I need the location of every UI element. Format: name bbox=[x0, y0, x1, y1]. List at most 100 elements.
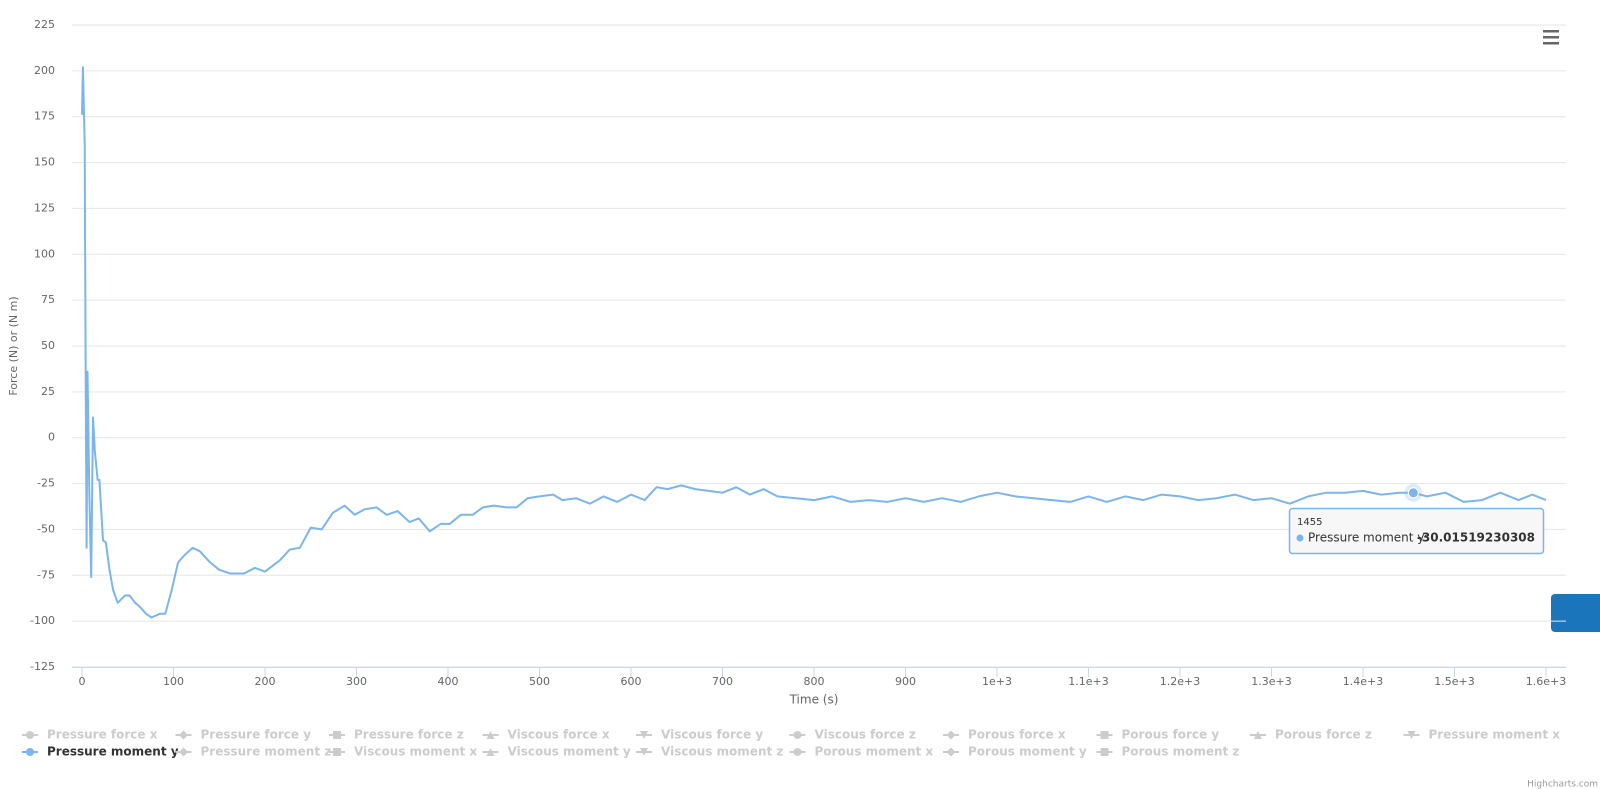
legend-item[interactable]: Viscous moment y bbox=[482, 745, 631, 759]
x-tick-label: 1.2e+3 bbox=[1160, 675, 1200, 688]
legend-label: Porous force z bbox=[1275, 728, 1372, 742]
legend-item[interactable]: Viscous force y bbox=[636, 728, 763, 742]
y-tick-label: 225 bbox=[34, 18, 55, 31]
legend-item[interactable]: Pressure moment x bbox=[1403, 728, 1561, 742]
legend-label: Viscous force y bbox=[661, 728, 763, 742]
legend-item[interactable]: Viscous force x bbox=[482, 728, 610, 742]
y-tick-label: 0 bbox=[48, 431, 55, 444]
legend-item[interactable]: Porous force z bbox=[1250, 728, 1372, 742]
credits[interactable]: Highcharts.com bbox=[1527, 780, 1598, 789]
legend-item[interactable]: Pressure force x bbox=[22, 728, 158, 742]
x-tick-label: 200 bbox=[255, 675, 276, 688]
legend-symbol bbox=[26, 748, 34, 756]
legend-label: Pressure moment z bbox=[201, 745, 332, 759]
x-tick-label: 500 bbox=[529, 675, 550, 688]
legend-label: Viscous force x bbox=[508, 728, 610, 742]
x-tick-label: 100 bbox=[163, 675, 184, 688]
y-tick-label: -25 bbox=[37, 477, 55, 490]
tooltip-label: Pressure moment y: bbox=[1308, 531, 1428, 545]
legend-label: Porous moment y bbox=[968, 745, 1087, 759]
legend-item[interactable]: Porous force y bbox=[1096, 728, 1220, 742]
tooltip-box bbox=[1288, 507, 1545, 555]
tooltip-header: 1455 bbox=[1297, 517, 1322, 528]
x-tick-label: 700 bbox=[712, 675, 733, 688]
x-tick-label: 300 bbox=[346, 675, 367, 688]
legend-label: Viscous force z bbox=[815, 728, 916, 742]
legend-symbol bbox=[793, 748, 802, 756]
legend-symbol bbox=[946, 747, 956, 757]
x-tick-label: 1e+3 bbox=[982, 675, 1012, 688]
legend-label: Viscous moment y bbox=[508, 745, 631, 759]
x-tick-label: 1.5e+3 bbox=[1434, 675, 1474, 688]
legend-symbol bbox=[1407, 731, 1416, 739]
legend-label: Porous moment z bbox=[1122, 745, 1240, 759]
x-tick-label: 1.1e+3 bbox=[1068, 675, 1108, 688]
legend-symbol bbox=[946, 730, 956, 740]
legend-item[interactable]: Porous moment y bbox=[943, 745, 1087, 759]
legend-symbol bbox=[486, 748, 495, 756]
legend-symbol bbox=[333, 731, 341, 739]
x-tick-label: 1.3e+3 bbox=[1251, 675, 1291, 688]
legend-symbol bbox=[1100, 748, 1109, 756]
y-tick-label: 50 bbox=[41, 339, 55, 352]
feedback-tab[interactable] bbox=[1551, 594, 1600, 632]
y-tick-label: -75 bbox=[37, 568, 55, 581]
y-tick-label: -100 bbox=[30, 614, 55, 627]
y-tick-label: 150 bbox=[34, 156, 55, 169]
legend-label: Porous moment x bbox=[815, 745, 934, 759]
legend-item[interactable]: Pressure moment y bbox=[22, 745, 179, 759]
menu-bar bbox=[1543, 36, 1559, 39]
y-axis-title: Force (N) or (N m) bbox=[7, 296, 20, 395]
tooltip-value: -30.01519230308 bbox=[1417, 531, 1535, 545]
menu-bar bbox=[1543, 42, 1559, 45]
legend-item[interactable]: Porous moment x bbox=[789, 745, 934, 759]
legend-label: Viscous moment x bbox=[354, 745, 477, 759]
legend-symbol bbox=[486, 731, 495, 739]
legend-item[interactable]: Viscous moment x bbox=[329, 745, 477, 759]
legend-item[interactable]: Pressure force y bbox=[175, 728, 312, 742]
legend-symbol bbox=[333, 748, 341, 756]
x-tick-label: 600 bbox=[621, 675, 642, 688]
tooltip-dot bbox=[1296, 534, 1304, 542]
legend-label: Pressure moment x bbox=[1429, 728, 1561, 742]
x-axis-title: Time (s) bbox=[789, 693, 839, 707]
series-line bbox=[81, 66, 1547, 619]
x-tick-label: 400 bbox=[438, 675, 459, 688]
legend-symbol bbox=[1254, 731, 1262, 739]
menu-bar bbox=[1543, 30, 1559, 33]
y-tick-label: -125 bbox=[30, 660, 55, 673]
legend-label: Pressure moment y bbox=[47, 745, 179, 759]
legend-item[interactable]: Pressure force z bbox=[329, 728, 464, 742]
legend-item[interactable]: Porous force x bbox=[943, 728, 1066, 742]
x-tick-label: 800 bbox=[804, 675, 825, 688]
legend-item[interactable]: Viscous moment z bbox=[636, 745, 783, 759]
legend-item[interactable]: Viscous force z bbox=[789, 728, 916, 742]
legend-item[interactable]: Pressure moment z bbox=[175, 745, 332, 759]
hover-marker bbox=[1407, 487, 1419, 499]
tooltip: 1455 Pressure moment y:-30.01519230308 bbox=[1288, 507, 1545, 555]
x-tick-label: 900 bbox=[895, 675, 916, 688]
legend-item[interactable]: Porous moment z bbox=[1096, 745, 1240, 759]
y-tick-label: 75 bbox=[41, 293, 55, 306]
legend-label: Pressure force x bbox=[47, 728, 158, 742]
legend-label: Viscous moment z bbox=[661, 745, 783, 759]
x-tick-label: 1.6e+3 bbox=[1526, 675, 1566, 688]
y-tick-label: 200 bbox=[34, 64, 55, 77]
legend-symbol bbox=[26, 731, 34, 739]
legend-label: Porous force y bbox=[1122, 728, 1220, 742]
legend-label: Pressure force y bbox=[201, 728, 312, 742]
legend-label: Pressure force z bbox=[354, 728, 464, 742]
y-tick-label: 125 bbox=[34, 201, 55, 214]
legend-symbol bbox=[793, 731, 802, 739]
legend-symbol bbox=[179, 730, 188, 740]
legend-symbol bbox=[179, 747, 188, 757]
y-tick-label: 175 bbox=[34, 110, 55, 123]
menu-button[interactable] bbox=[1543, 30, 1559, 45]
y-tick-label: 100 bbox=[34, 247, 55, 260]
y-tick-label: 25 bbox=[41, 385, 55, 398]
legend-symbol bbox=[640, 731, 648, 739]
x-tick-label: 1.4e+3 bbox=[1343, 675, 1383, 688]
legend-label: Porous force x bbox=[968, 728, 1066, 742]
